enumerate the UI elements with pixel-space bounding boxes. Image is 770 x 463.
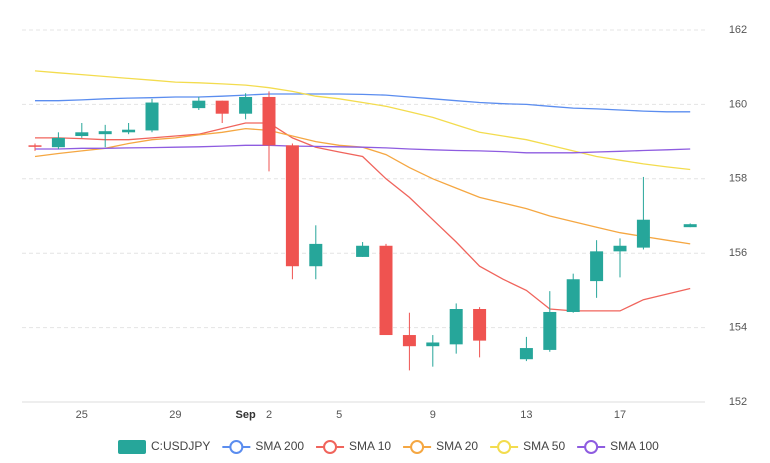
y-tick-label: 156 [729, 247, 747, 259]
legend-label: SMA 100 [610, 439, 659, 453]
legend-label: SMA 10 [349, 439, 391, 453]
legend-label: SMA 20 [436, 439, 478, 453]
legend-label: SMA 200 [255, 439, 304, 453]
candle-body [379, 245, 393, 336]
candle-body [683, 224, 697, 228]
x-tick-label: 17 [614, 409, 626, 421]
candle-body [449, 309, 463, 345]
candle-body [192, 100, 206, 109]
legend-label: C:USDJPY [151, 439, 210, 453]
candle-body [356, 245, 370, 257]
y-tick-label: 162 [729, 24, 747, 36]
candle-body [145, 102, 159, 131]
sma-line [34, 70, 691, 171]
candle-body [519, 348, 533, 360]
y-tick-label: 154 [729, 322, 747, 334]
candle-body [51, 137, 65, 148]
x-tick-label: 9 [430, 409, 436, 421]
legend-swatch [410, 440, 425, 454]
x-tick-label: 29 [169, 409, 181, 421]
x-tick-label: 5 [336, 409, 342, 421]
candle-body [402, 335, 416, 347]
x-tick-label: 25 [76, 409, 88, 421]
legend-swatch [584, 440, 599, 454]
candle-body [566, 279, 580, 312]
candle-body [98, 131, 112, 135]
y-tick-label: 158 [729, 173, 747, 185]
candle-body [473, 309, 487, 341]
candle-body [262, 96, 276, 146]
legend-label: SMA 50 [523, 439, 565, 453]
candle-body [28, 145, 42, 147]
candle-body [636, 219, 650, 248]
candle-body [543, 311, 557, 350]
legend-swatch [497, 440, 512, 454]
sma-line [35, 144, 691, 154]
candle-body [239, 96, 253, 114]
y-tick-label: 152 [729, 396, 747, 408]
candle-body [590, 251, 604, 282]
x-tick-label: 13 [520, 409, 532, 421]
legend-swatch [323, 440, 338, 454]
candle-body [122, 129, 136, 133]
candle-body [285, 145, 299, 267]
sma-line [35, 122, 691, 312]
sma-line [35, 93, 691, 113]
x-tick-label: 2 [266, 409, 272, 421]
candle-body [309, 243, 323, 267]
x-tick-label: Sep [236, 409, 256, 421]
sma-line [34, 127, 691, 245]
legend-swatch [229, 440, 244, 454]
candle-body [613, 245, 627, 252]
legend: C:USDJPY SMA 200 SMA 10 SMA 20 SMA 50 SMA 100 [118, 439, 659, 454]
legend-swatch [118, 440, 146, 454]
y-tick-label: 160 [729, 98, 747, 110]
candle-body [215, 100, 229, 114]
candle-body [426, 342, 440, 347]
candle-body [75, 132, 89, 137]
